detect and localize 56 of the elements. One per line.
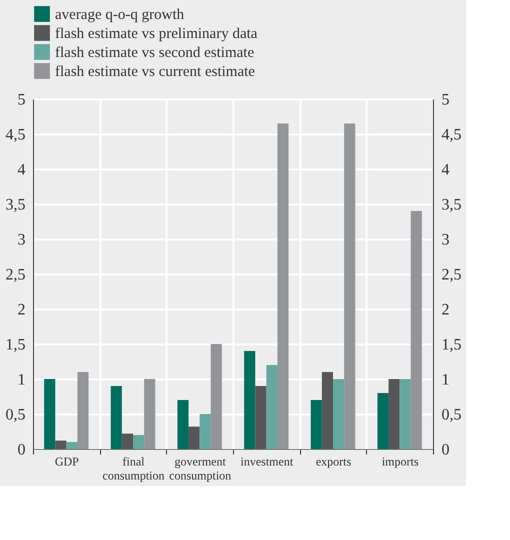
- y-tick-label: 3: [18, 232, 26, 248]
- y2-tick-label: 2,5: [442, 266, 462, 284]
- y-tick-label: 5: [18, 92, 26, 108]
- bar: [344, 124, 356, 449]
- y2-tick-label: 0,5: [442, 406, 462, 424]
- y2-tick-label: 4: [442, 162, 450, 178]
- y2-tick-label: 1,5: [442, 336, 462, 354]
- y-tick-label: 4,5: [6, 126, 26, 144]
- y-tick-label: 2: [18, 302, 26, 318]
- x-tick-label: imports: [382, 454, 419, 468]
- x-tick-label: GDP: [54, 454, 80, 468]
- bar: [44, 379, 56, 449]
- bar: [66, 442, 78, 449]
- y2-tick-label: 3,5: [442, 196, 462, 214]
- bar: [55, 440, 66, 449]
- bar: [377, 393, 389, 449]
- legend-label: flash estimate vs preliminary data: [55, 26, 258, 42]
- bar: [388, 379, 400, 449]
- y-tick-label: 1,5: [6, 336, 26, 354]
- x-tick-label: final consumption: [102, 454, 164, 482]
- bar: [133, 435, 144, 449]
- legend-label: flash estimate vs second estimate: [55, 45, 254, 61]
- y2-tick-label: 3: [442, 232, 450, 248]
- bar: [333, 379, 344, 449]
- bar: [210, 344, 222, 449]
- legend-label: flash estimate vs current estimate: [55, 64, 256, 80]
- x-tick-label: exports: [316, 454, 352, 468]
- bar: [410, 211, 422, 449]
- bar: [322, 372, 333, 449]
- y2-tick-label: 0: [442, 442, 450, 458]
- bar: [200, 414, 211, 449]
- bar: [144, 379, 156, 449]
- bar: [110, 386, 122, 449]
- bar: [122, 434, 133, 449]
- y-tick-label: 0: [18, 442, 26, 458]
- y-tick-label: 4: [18, 162, 26, 178]
- y2-tick-label: 2: [442, 302, 450, 318]
- x-tick-label: investment: [240, 454, 294, 468]
- y-tick-label: 0,5: [6, 406, 26, 424]
- y2-tick-label: 4,5: [442, 126, 462, 144]
- bar: [188, 426, 200, 449]
- y2-tick-label: 1: [442, 372, 450, 388]
- bar: [310, 400, 322, 449]
- bar: [400, 379, 411, 449]
- bar: [255, 386, 266, 449]
- y-tick-label: 1: [18, 372, 26, 388]
- bar: [77, 372, 89, 449]
- y-tick-label: 3,5: [6, 196, 26, 214]
- x-tick-label: goverment consumption: [169, 454, 232, 482]
- y2-tick-label: 5: [442, 92, 450, 108]
- bar: [244, 351, 256, 449]
- bar: [266, 365, 278, 449]
- y-tick-label: 2,5: [6, 266, 26, 284]
- bar: [177, 400, 189, 449]
- bar: [277, 124, 289, 449]
- legend-label: average q-o-q growth: [55, 7, 185, 23]
